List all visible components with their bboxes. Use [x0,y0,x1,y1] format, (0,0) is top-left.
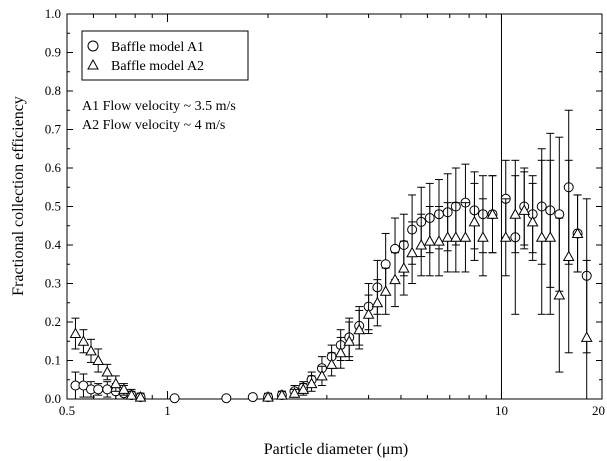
data-point-triangle [415,238,428,250]
legend-label-a2: Baffle model A2 [111,59,204,74]
data-point-triangle [562,250,575,262]
data-point-triangle [509,208,522,219]
data-point-triangle [262,391,274,402]
legend: Baffle model A1 Baffle model A2 [81,30,249,81]
data-point-triangle [85,344,97,356]
data-point-triangle [379,285,392,296]
data-point-circle [221,393,232,404]
data-point-triangle [134,391,147,402]
data-point-triangle [468,215,481,227]
data-point-triangle [544,231,557,242]
data-point-triangle [553,289,566,300]
x-tick-label: 0.5 [59,403,75,418]
data-point-triangle [334,346,347,358]
data-markers [69,109,593,404]
x-axis-label: Particle diameter (μm) [264,441,409,458]
data-point-triangle [118,383,130,394]
y-tick-label: 0.9 [45,45,61,60]
data-point-circle [554,209,565,220]
y-tick-label: 0.0 [45,391,61,406]
data-point-triangle [297,383,310,394]
y-tick-label: 0.4 [45,237,62,252]
data-point-triangle [486,208,499,219]
data-point-triangle [535,231,548,242]
y-tick-label: 1.0 [45,6,61,21]
data-point-triangle [343,335,356,346]
data-point-triangle [571,227,584,238]
y-axis-label: Fractional collection efficiency [10,96,27,296]
data-point-circle [390,243,401,254]
data-point-triangle [518,204,531,215]
legend-label-a1: Baffle model A1 [111,40,204,55]
data-point-triangle [101,366,114,377]
data-point-circle [102,384,113,395]
data-point-triangle [325,358,338,369]
data-point-triangle [69,327,82,339]
data-point-triangle [362,308,375,319]
data-point-triangle [441,231,454,242]
legend-circle-icon [87,40,99,52]
y-tick-label: 0.3 [45,276,61,291]
y-tick-label: 0.7 [45,122,62,137]
data-point-triangle [389,273,401,285]
x-tick-label: 1 [164,403,171,418]
annotation-a2: A2 Flow velocity ~ 4 m/s [82,118,225,133]
data-point-triangle [305,377,318,389]
data-point-triangle [459,231,472,242]
axis-ticks [66,13,603,400]
data-point-triangle [406,246,418,258]
data-point-circle [247,392,258,403]
data-point-triangle [92,354,105,365]
y-tick-label: 0.2 [45,314,61,329]
data-point-triangle [316,369,328,381]
data-point-triangle [77,335,90,346]
data-point-circle [93,384,104,395]
annotation-a1: A1 Flow velocity ~ 3.5 m/s [82,99,236,114]
data-point-triangle [526,215,539,227]
data-point-triangle [499,231,512,242]
data-point-triangle [125,389,138,400]
data-point-triangle [276,389,288,400]
data-point-triangle [397,262,410,273]
legend-triangle-icon [87,58,99,70]
data-point-circle [380,259,391,270]
data-point-triangle [353,323,366,335]
data-point-triangle [109,377,122,389]
y-tick-label: 0.6 [45,160,62,175]
data-point-triangle [288,387,301,398]
x-tick-label: 10 [495,403,508,418]
data-point-triangle [371,296,384,308]
data-point-triangle [433,235,445,246]
y-tick-label: 0.8 [45,83,61,98]
data-point-triangle [449,231,462,242]
x-tick-label: 20 [592,403,605,418]
data-point-triangle [580,331,593,342]
legend-box [81,30,249,81]
y-tick-label: 0.1 [45,353,61,368]
y-tick-label: 0.5 [45,199,61,214]
data-point-circle [169,393,180,404]
data-point-triangle [477,231,489,242]
axis-tick-labels: 0.0 0.1 0.2 0.3 0.4 0.5 0.6 0.7 0.8 0.9 1.0 0.5 1 10 2… [45,6,605,418]
data-point-triangle [423,235,436,246]
